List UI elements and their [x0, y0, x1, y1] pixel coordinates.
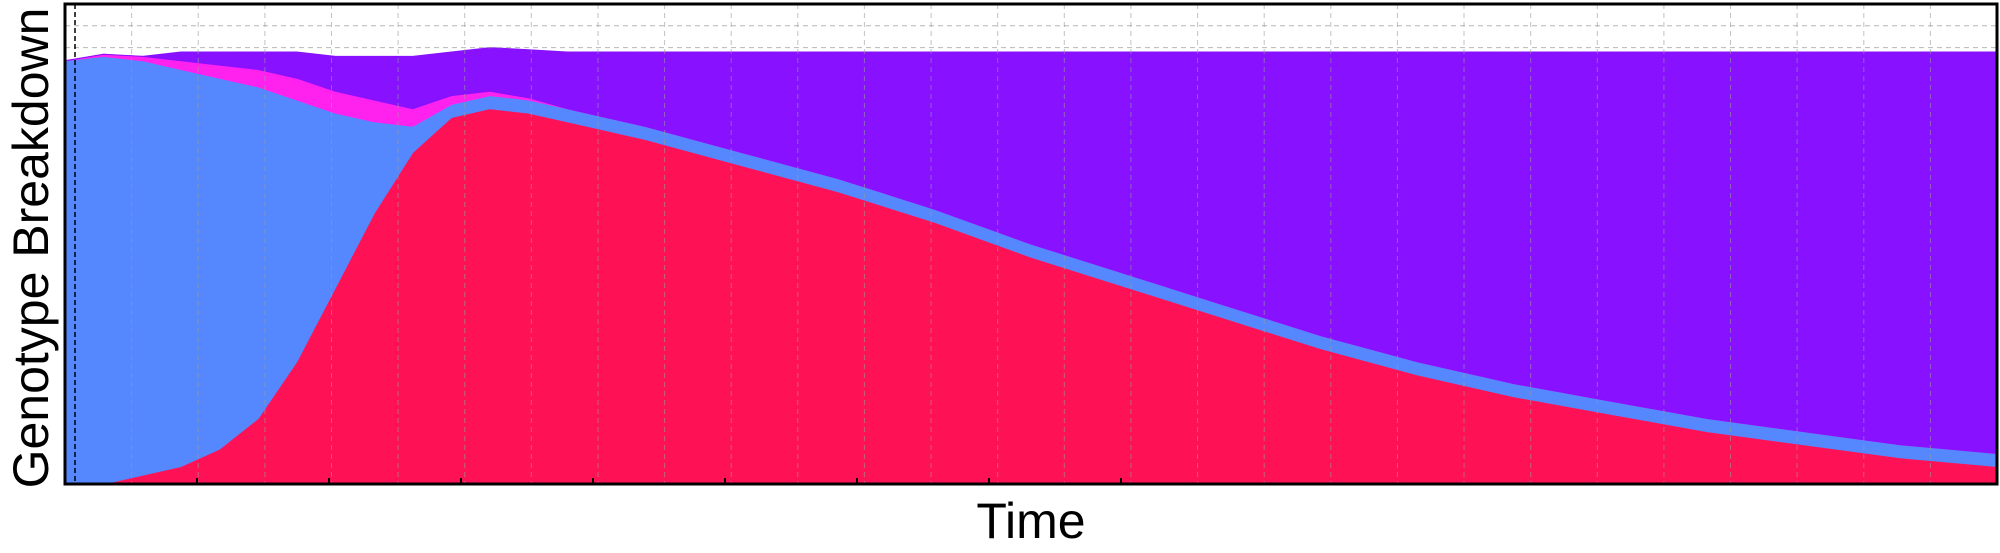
x-ticks: [196, 478, 1122, 484]
plot-frame: [63, 2, 1999, 486]
x-axis-label: Time: [976, 493, 1085, 549]
stacked-areas: [64, 47, 1998, 485]
y-axis-label: Genotype Breakdown: [3, 8, 59, 489]
grid-lines: [65, 4, 1997, 484]
